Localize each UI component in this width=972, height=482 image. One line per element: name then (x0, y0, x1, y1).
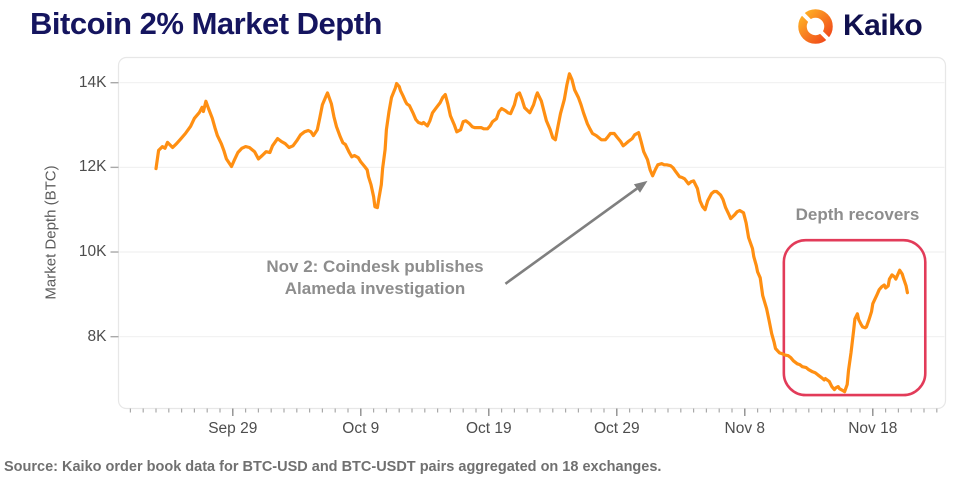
y-tick-label: 14K (78, 73, 107, 91)
page-title: Bitcoin 2% Market Depth (30, 6, 382, 41)
event-annotation-line1: Nov 2: Coindesk publishes (266, 257, 484, 276)
y-tick-label: 12K (78, 158, 107, 176)
annotation-arrow-shaft (504, 187, 638, 285)
source-caption: Source: Kaiko order book data for BTC-US… (4, 459, 662, 475)
y-tick-label: 10K (78, 243, 107, 261)
plot-panel (117, 56, 947, 410)
x-tick-label: Nov 8 (724, 419, 766, 437)
x-tick-label: Nov 18 (848, 419, 898, 437)
kaiko-icon (797, 7, 834, 45)
y-tick-label: 8K (87, 327, 107, 345)
kaiko-logo: Kaiko (797, 7, 923, 45)
x-tick-label: Oct 29 (593, 419, 640, 437)
x-tick-label: Oct 19 (465, 419, 512, 437)
x-tick-label: Sep 29 (208, 419, 258, 437)
depth-series-line (154, 72, 910, 394)
event-annotation-line2: Alameda investigation (284, 278, 466, 298)
annotation-arrow-head (633, 180, 648, 193)
recovery-highlight-box (782, 238, 927, 397)
kaiko-logo-text: Kaiko (843, 9, 923, 42)
recovery-annotation: Depth recovers (795, 205, 920, 224)
x-tick-label: Oct 9 (342, 419, 380, 437)
event-annotation: Nov 2: Coindesk publishes Alameda invest… (250, 256, 500, 300)
